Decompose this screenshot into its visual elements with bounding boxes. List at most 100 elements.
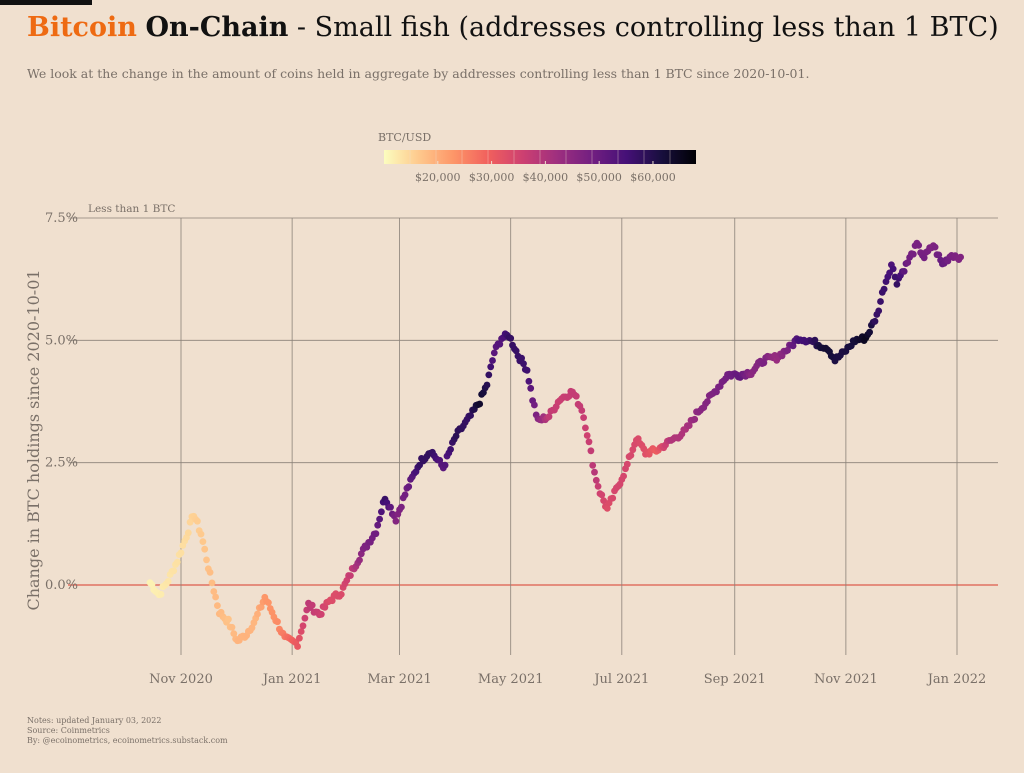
data-point [265, 599, 272, 606]
data-point [299, 622, 307, 630]
data-point [148, 581, 156, 588]
chart-subtitle: We look at the change in the amount of c… [27, 66, 810, 81]
title-brand: Bitcoin [27, 12, 137, 43]
x-tick-label: Jan 2021 [261, 672, 322, 687]
data-point [452, 432, 460, 440]
y-tick-label: 2.5% [45, 456, 78, 471]
data-point [760, 359, 768, 367]
y-tick-label: 7.5% [45, 211, 78, 226]
data-point [467, 412, 474, 419]
data-point [880, 285, 888, 293]
x-tick-label: Mar 2021 [367, 672, 432, 687]
y-tick-label: 0.0% [45, 578, 78, 593]
data-point [915, 242, 923, 249]
title-strong: On-Chain [145, 12, 289, 43]
data-point [483, 381, 491, 389]
data-point [184, 529, 192, 537]
chart-notes: Notes: updated January 03, 2022 Source: … [27, 716, 228, 746]
y-axis-label: Change in BTC holdings since 2020-10-01 [24, 269, 43, 610]
data-point [254, 610, 261, 618]
data-point [496, 340, 504, 348]
data-point [194, 517, 201, 525]
data-point [784, 346, 791, 354]
data-point [489, 357, 496, 364]
data-point [328, 597, 336, 605]
data-point [212, 593, 220, 601]
data-point [531, 401, 538, 409]
data-point [405, 483, 413, 491]
data-point [374, 521, 382, 529]
x-tick-label: Jan 2022 [926, 672, 987, 687]
data-point [704, 398, 711, 405]
y-tick-label: 5.0% [45, 333, 78, 348]
data-point [201, 545, 209, 553]
data-point [877, 298, 884, 305]
data-point [893, 281, 901, 288]
notes-source: Source: Coinmetrics [27, 726, 110, 735]
data-point [627, 452, 635, 459]
data-point [297, 628, 305, 635]
legend-title: BTC/USD [378, 131, 431, 144]
data-point [582, 424, 589, 432]
data-point [629, 446, 637, 454]
data-point [164, 578, 172, 585]
data-point [871, 317, 879, 325]
data-point [214, 602, 221, 609]
data-point [589, 462, 597, 469]
axes: 0.0% 2.5% 5.0% 7.5% Nov 2020 Jan 2021 Mar 2021… [24, 203, 986, 687]
data-point [356, 556, 363, 564]
data-point [203, 556, 210, 564]
data-point [520, 360, 527, 368]
notes-byline: By: @ecoinometrics, ecoinometrics.substa… [27, 736, 228, 745]
data-point [308, 601, 316, 609]
data-point [485, 371, 493, 379]
data-point [691, 415, 699, 423]
x-tick-label: Nov 2020 [149, 672, 213, 687]
data-point [527, 384, 535, 392]
data-point [317, 610, 325, 618]
data-point [931, 243, 939, 251]
color-legend: BTC/USD $20,000 $30,000 $40,000 $50,000 $60,0… [378, 131, 696, 184]
legend-tick-label: $50,000 [576, 171, 622, 184]
x-tick-label: Nov 2021 [814, 672, 878, 687]
data-point [197, 530, 205, 538]
data-point [210, 588, 218, 595]
data-point [889, 265, 897, 273]
data-point [225, 615, 232, 623]
data-point [257, 603, 265, 611]
data-point [620, 472, 627, 480]
data-point [376, 515, 383, 523]
data-point [545, 413, 553, 421]
data-point [296, 634, 303, 642]
data-point [392, 517, 400, 525]
legend-tick-label: $60,000 [630, 171, 676, 184]
data-point [487, 363, 495, 371]
data-point [476, 400, 484, 408]
data-point [685, 422, 693, 429]
data-point [507, 334, 515, 342]
data-point [609, 494, 617, 502]
data-point [228, 623, 236, 631]
data-point [398, 503, 405, 511]
x-tick-label: Sep 2021 [704, 672, 766, 687]
legend-tick-label: $40,000 [523, 171, 569, 184]
data-point [337, 591, 345, 598]
chart-title: Bitcoin On-Chain - Small fish (addresses… [27, 10, 999, 46]
data-point [920, 254, 928, 262]
data-point [957, 253, 964, 261]
x-tick-label: Jul 2021 [592, 672, 649, 687]
data-point [600, 497, 607, 504]
data-point [177, 549, 185, 557]
data-point [935, 251, 943, 259]
data-point [490, 349, 498, 357]
data-point [372, 530, 380, 538]
data-point [592, 476, 600, 484]
data-point [909, 250, 917, 258]
data-point [580, 414, 587, 421]
data-point [603, 505, 611, 512]
data-point [512, 347, 520, 355]
title-rest: - Small fish (addresses controlling less… [288, 12, 999, 43]
data-point [294, 643, 301, 650]
data-point [378, 508, 385, 516]
